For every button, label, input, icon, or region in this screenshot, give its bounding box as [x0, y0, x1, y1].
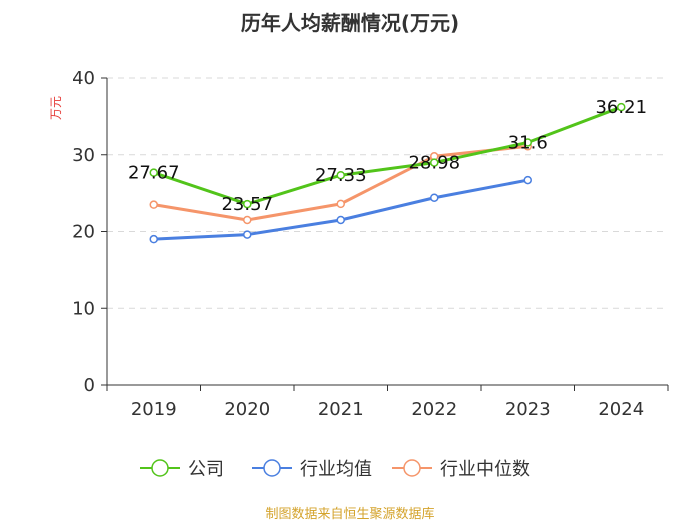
data-point	[617, 102, 626, 112]
y-tick-label: 0	[84, 375, 95, 396]
x-tick-label: 2022	[411, 399, 457, 420]
data-label: 28.98	[408, 153, 460, 174]
data-point	[430, 193, 439, 202]
data-point	[243, 215, 252, 225]
series-layer	[149, 102, 626, 244]
legend-label[interactable]: 公司	[188, 459, 224, 480]
data-labels: 27.67 23.57 27.33 28.98 31.6 36.21	[128, 97, 647, 215]
legend-marker	[263, 459, 281, 477]
axes: 0 10 20 30 40 2019 2020 2021 2022 2023 2024	[72, 68, 669, 420]
legend-marker	[403, 459, 421, 477]
data-point	[523, 175, 532, 185]
y-tick-label: 20	[72, 222, 95, 243]
x-tick-label: 2020	[224, 399, 270, 420]
y-tick-label: 10	[72, 298, 95, 319]
data-point	[243, 199, 252, 209]
series-line	[153, 178, 529, 241]
data-point	[336, 215, 345, 225]
data-point	[336, 170, 345, 180]
data-label: 27.33	[315, 165, 367, 186]
grid-lines	[107, 77, 668, 309]
x-tick-label: 2021	[318, 399, 364, 420]
data-label: 36.21	[595, 97, 647, 118]
series-line	[153, 105, 622, 206]
legend-label[interactable]: 行业中位数	[440, 459, 530, 480]
data-point	[149, 234, 158, 244]
data-label: 27.67	[128, 163, 180, 184]
data-point	[149, 168, 158, 177]
legend[interactable]: 公司 行业均值 行业中位数	[140, 459, 530, 480]
data-label: 23.57	[221, 194, 273, 215]
data-point	[149, 200, 158, 209]
y-tick-label: 30	[72, 145, 95, 166]
data-label: 31.6	[508, 132, 548, 153]
chart-title: 历年人均薪酬情况(万元)	[241, 11, 459, 35]
x-tick-label: 2019	[131, 399, 177, 420]
legend-label[interactable]: 行业均值	[300, 459, 372, 480]
data-point	[523, 138, 532, 147]
y-axis-unit: 万元	[49, 96, 63, 120]
data-point	[243, 230, 252, 239]
source-credit: 制图数据来自恒生聚源数据库	[265, 506, 434, 522]
x-tick-label: 2023	[505, 399, 551, 420]
legend-marker	[151, 459, 169, 477]
y-tick-label: 40	[72, 68, 95, 89]
data-point	[430, 158, 439, 167]
x-tick-label: 2024	[598, 399, 644, 420]
data-point	[336, 199, 345, 209]
